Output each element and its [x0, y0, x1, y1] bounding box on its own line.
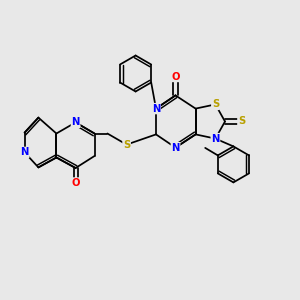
Text: N: N: [71, 117, 80, 128]
Text: N: N: [20, 147, 29, 158]
Text: N: N: [211, 134, 220, 144]
Text: S: S: [123, 140, 130, 150]
Text: N: N: [171, 142, 180, 153]
Text: S: S: [212, 99, 219, 110]
Text: N: N: [152, 103, 160, 114]
Text: O: O: [71, 178, 80, 188]
Text: O: O: [171, 71, 180, 82]
Text: S: S: [238, 116, 245, 127]
